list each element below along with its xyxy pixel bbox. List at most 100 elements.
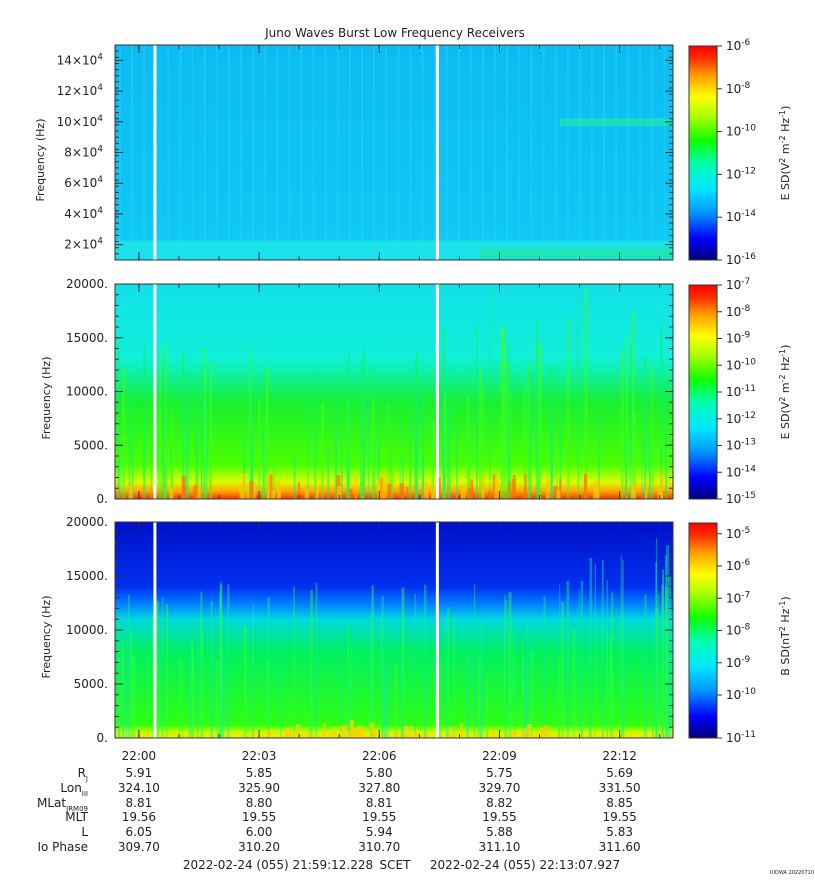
striation bbox=[603, 45, 605, 260]
striation bbox=[453, 611, 455, 738]
ephemeris-value: 329.70 bbox=[478, 781, 520, 795]
ephemeris-value: 19.55 bbox=[602, 810, 636, 824]
ephemeris-label-main: Lon bbox=[60, 781, 81, 795]
striation bbox=[632, 310, 635, 499]
low-freq-burst bbox=[266, 473, 271, 499]
striation bbox=[122, 369, 125, 499]
striation bbox=[159, 347, 161, 499]
ephemeris-label-main: Io Phase bbox=[37, 840, 88, 854]
striation bbox=[128, 420, 131, 499]
striation bbox=[157, 667, 159, 738]
striation bbox=[557, 656, 561, 738]
ephemeris-table: RJ 5.91 5.85 5.80 5.75 5.69 LonIII 324.10 325.90… bbox=[37, 766, 641, 854]
striation bbox=[530, 45, 533, 260]
striation bbox=[457, 45, 460, 260]
low-freq-burst bbox=[349, 720, 355, 738]
striation bbox=[200, 377, 203, 499]
striation bbox=[423, 584, 427, 738]
striation bbox=[369, 614, 373, 738]
striation bbox=[466, 396, 470, 499]
x-tick-label: 22:06 bbox=[362, 749, 397, 763]
striation bbox=[362, 353, 366, 499]
striation bbox=[276, 45, 279, 260]
colorbar-tick-label: 10-14 bbox=[726, 209, 756, 224]
ephemeris-value: 311.60 bbox=[599, 840, 641, 854]
low-freq-burst bbox=[492, 474, 496, 499]
striation bbox=[288, 45, 291, 260]
low-freq-burst bbox=[592, 481, 598, 499]
ephemeris-label-main: R bbox=[78, 766, 86, 780]
striation bbox=[662, 569, 664, 738]
striation bbox=[660, 324, 663, 499]
striation bbox=[414, 593, 416, 738]
striation bbox=[481, 386, 484, 499]
colorbar-2-label: E SD(V2 m-2 Hz-1) bbox=[778, 345, 792, 440]
striation bbox=[652, 614, 655, 738]
low-freq-burst bbox=[481, 475, 485, 499]
low-freq-burst bbox=[381, 473, 387, 499]
striation bbox=[258, 399, 261, 499]
striation bbox=[142, 346, 146, 499]
panel-1-high-band bbox=[560, 118, 673, 126]
striation bbox=[538, 342, 542, 499]
striation bbox=[446, 664, 448, 738]
y-tick-label: 0. bbox=[97, 492, 108, 506]
striation bbox=[221, 650, 225, 738]
ephemeris-value: 8.80 bbox=[246, 796, 273, 810]
ephemeris-value: 6.05 bbox=[126, 825, 153, 839]
striation bbox=[469, 45, 472, 260]
striation bbox=[132, 655, 136, 738]
striation bbox=[620, 555, 622, 738]
colorbar-tick-label: 10-10 bbox=[726, 687, 756, 702]
striation bbox=[373, 45, 376, 260]
ephemeris-value: 327.80 bbox=[358, 781, 400, 795]
colorbar-tick-label: 10-9 bbox=[726, 331, 751, 346]
colorbar-tick-label: 10-15 bbox=[726, 491, 756, 506]
ephemeris-value: 310.20 bbox=[238, 840, 280, 854]
striation bbox=[249, 345, 251, 499]
striation bbox=[598, 416, 600, 499]
striation bbox=[594, 564, 596, 738]
striation bbox=[590, 45, 593, 260]
striation bbox=[194, 377, 198, 499]
striation bbox=[489, 291, 491, 499]
striation bbox=[252, 602, 254, 738]
ephemeris-value: 5.69 bbox=[606, 766, 633, 780]
low-freq-burst bbox=[241, 473, 245, 499]
striation bbox=[219, 584, 223, 738]
low-freq-burst bbox=[289, 728, 293, 738]
low-freq-burst bbox=[448, 726, 453, 738]
striation bbox=[273, 458, 276, 499]
striation bbox=[530, 650, 533, 738]
striation bbox=[625, 334, 628, 499]
striation bbox=[624, 438, 628, 499]
striation bbox=[163, 352, 165, 499]
low-freq-burst bbox=[403, 725, 408, 738]
panel-2-spectrogram bbox=[115, 284, 673, 499]
low-freq-burst bbox=[545, 477, 550, 499]
striation bbox=[117, 620, 121, 738]
striation bbox=[664, 587, 668, 738]
low-freq-burst bbox=[658, 487, 662, 499]
x-tick-label: 22:09 bbox=[482, 749, 517, 763]
striation bbox=[351, 643, 353, 738]
striation bbox=[559, 583, 561, 738]
ephemeris-label-main: MLT bbox=[65, 810, 88, 824]
low-freq-burst bbox=[546, 727, 550, 738]
striation bbox=[252, 45, 255, 260]
striation bbox=[203, 45, 206, 260]
colorbar-tick-label: 10-8 bbox=[726, 81, 751, 96]
striation bbox=[561, 602, 564, 738]
low-freq-burst bbox=[297, 481, 301, 499]
striation bbox=[644, 594, 647, 738]
striation bbox=[447, 607, 450, 738]
striation bbox=[477, 655, 481, 738]
ephemeris-value: 309.70 bbox=[118, 840, 160, 854]
data-gaps bbox=[153, 45, 439, 738]
striation bbox=[151, 617, 155, 738]
panel-1-striations bbox=[119, 45, 666, 260]
ephemeris-value: 310.70 bbox=[358, 840, 400, 854]
striation bbox=[371, 655, 373, 738]
panel-1-spectrogram bbox=[115, 45, 673, 260]
low-freq-burst bbox=[354, 474, 358, 499]
